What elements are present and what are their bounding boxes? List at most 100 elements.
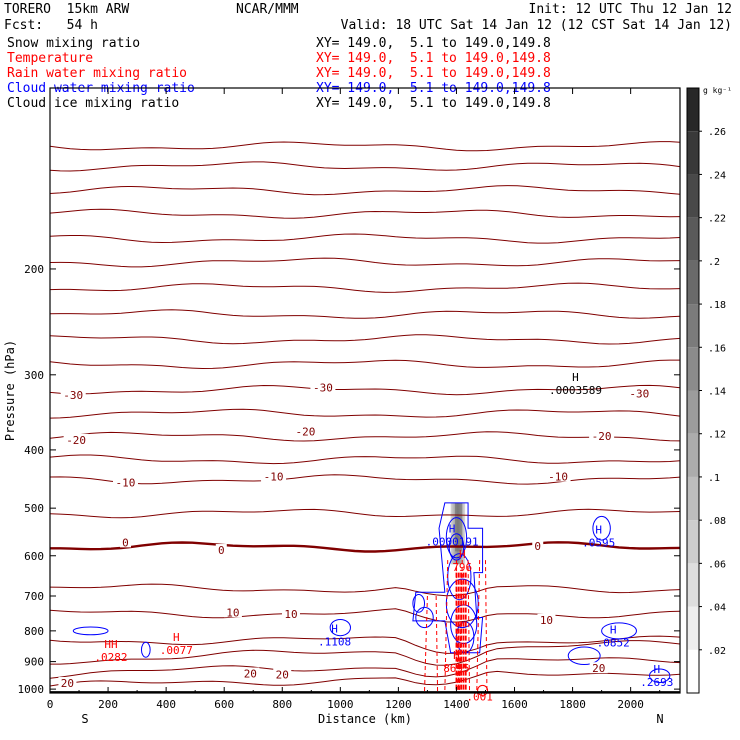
y-tick-label: 400 xyxy=(24,444,44,457)
isotherm-label-bg xyxy=(261,470,287,482)
colorbar-swatch xyxy=(687,433,699,477)
extremum-mark: H xyxy=(173,631,180,644)
init-time: Init: 12 UTC Thu 12 Jan 12 xyxy=(528,2,733,17)
extremum-value: .0595 xyxy=(582,537,615,550)
x-tick-label: 200 xyxy=(98,698,118,711)
isotherm-label-bg xyxy=(273,668,292,680)
x-end-label-north: N xyxy=(656,712,663,726)
isotherm-label: -10 xyxy=(548,471,568,484)
x-tick-label: 0 xyxy=(47,698,54,711)
isotherm-label-bg xyxy=(537,613,556,625)
field-temperature-label: Temperature xyxy=(7,51,94,66)
isotherm-label: -30 xyxy=(629,387,649,400)
field-snow-label: Snow mixing ratio xyxy=(7,36,141,51)
isotherm-label: 0 xyxy=(534,540,541,553)
x-tick-label: 2000 xyxy=(617,698,644,711)
y-tick-label: 1000 xyxy=(18,683,45,696)
isotherm-label-bg xyxy=(292,425,318,437)
extremum-mark: H xyxy=(459,548,466,561)
extremum-mark: H xyxy=(453,649,460,662)
colorbar: .02 .04 .06 .08 .1 .12 .14 .16 .18 .2 .22 .24 .26 g k… xyxy=(686,86,732,694)
valid-time: Valid: 18 UTC Sat 14 Jan 12 (12 CST Sat … xyxy=(340,18,732,33)
y-tick-label: 300 xyxy=(24,369,44,382)
isotherm xyxy=(49,384,681,396)
isotherm-label-bg xyxy=(241,667,260,679)
model-title: TORERO 15km ARW xyxy=(4,2,130,17)
colorbar-tick-label: .14 xyxy=(708,387,726,398)
colorbar-swatch xyxy=(687,476,699,521)
isotherm xyxy=(49,257,681,268)
isotherm xyxy=(49,608,681,623)
isotherm xyxy=(49,359,680,370)
x-tick-label: 1800 xyxy=(559,698,586,711)
isotherm-label: 20 xyxy=(244,668,257,681)
x-tick-label: 800 xyxy=(272,698,292,711)
y-tick-label: 900 xyxy=(24,656,44,669)
rain-contour xyxy=(467,560,471,692)
extremum-mark: H xyxy=(572,371,579,384)
isotherm-label-bg xyxy=(58,677,77,689)
isotherm-label-bg xyxy=(119,536,131,548)
forecast-hour: Fcst: 54 h xyxy=(4,18,98,33)
contour-labels: -30 -30 -30 -20 -20 -20 -10 -10 -10 0 0 0 10 10 10 20 20… xyxy=(58,371,673,704)
extremum-mark: HH xyxy=(104,638,117,651)
colorbar-swatch xyxy=(687,649,699,693)
isotherm xyxy=(49,309,681,319)
colorbar-tick-label: .26 xyxy=(708,127,726,138)
cloud-water-contour xyxy=(415,606,434,629)
x-tick-label: 1600 xyxy=(501,698,528,711)
cloud-water-contour xyxy=(592,515,611,541)
field-rain-label: Rain water mixing ratio xyxy=(7,66,188,81)
extremum-mark: H xyxy=(610,623,617,636)
snow-core xyxy=(455,502,463,552)
isotherm xyxy=(49,454,681,465)
isotherm-label: -30 xyxy=(313,382,333,395)
colorbar-tick-label: .2 xyxy=(708,257,720,268)
isotherm xyxy=(49,334,681,345)
isotherm-label: 0 xyxy=(218,544,225,557)
isotherm xyxy=(49,161,681,172)
extremum-value: .2693 xyxy=(640,676,673,689)
cloud-water-contour xyxy=(445,517,468,559)
isotherm-label: 20 xyxy=(276,668,289,681)
isotherm xyxy=(49,208,681,219)
isotherm xyxy=(49,282,681,293)
field-snow-xy: XY= 149.0, 5.1 to 149.0,149.8 xyxy=(316,36,551,51)
colorbar-swatch xyxy=(687,131,699,175)
colorbar-tick-label: .02 xyxy=(708,646,726,657)
isotherm xyxy=(49,474,681,485)
colorbar-swatch xyxy=(687,174,699,218)
x-tick-label: 600 xyxy=(214,698,234,711)
isotherm xyxy=(49,141,681,152)
extremum-value: .0282 xyxy=(94,651,127,664)
extremum-value: .001 xyxy=(466,691,493,704)
field-temperature-xy: XY= 149.0, 5.1 to 149.0,149.8 xyxy=(316,51,551,66)
y-tick-label: 500 xyxy=(24,502,44,515)
x-end-label-south: S xyxy=(81,712,88,726)
x-axis-label: Distance (km) xyxy=(318,712,412,726)
colorbar-tick-label: .22 xyxy=(708,214,726,225)
x-tick-label: 1200 xyxy=(385,698,412,711)
extremum-value: .1108 xyxy=(318,636,351,649)
y-axis-label: Pressure (hPa) xyxy=(3,340,17,441)
isotherm-label: 20 xyxy=(592,662,605,675)
colorbar-tick-label: .12 xyxy=(708,430,726,441)
isotherm-label: 10 xyxy=(284,608,297,621)
rain-max-circle xyxy=(477,684,489,696)
isotherm-label: 20 xyxy=(61,677,74,690)
isotherm-label-bg xyxy=(589,662,608,674)
isotherm-label-bg xyxy=(60,388,86,400)
extremum-mark: H xyxy=(653,663,660,676)
extremum-value: 796 xyxy=(452,561,472,574)
extremum-value: .0077 xyxy=(160,644,193,657)
colorbar-swatch xyxy=(687,563,699,607)
isotherm xyxy=(49,583,681,597)
center-title: NCAR/MMM xyxy=(236,2,299,17)
plot-frame xyxy=(49,87,681,694)
colorbar-swatch xyxy=(687,260,699,305)
y-tick-label: 600 xyxy=(24,550,44,563)
colorbar-swatch xyxy=(687,304,699,348)
isotherm-label-bg xyxy=(112,476,138,488)
x-tick-label: 1400 xyxy=(443,698,470,711)
isotherm xyxy=(49,657,681,679)
